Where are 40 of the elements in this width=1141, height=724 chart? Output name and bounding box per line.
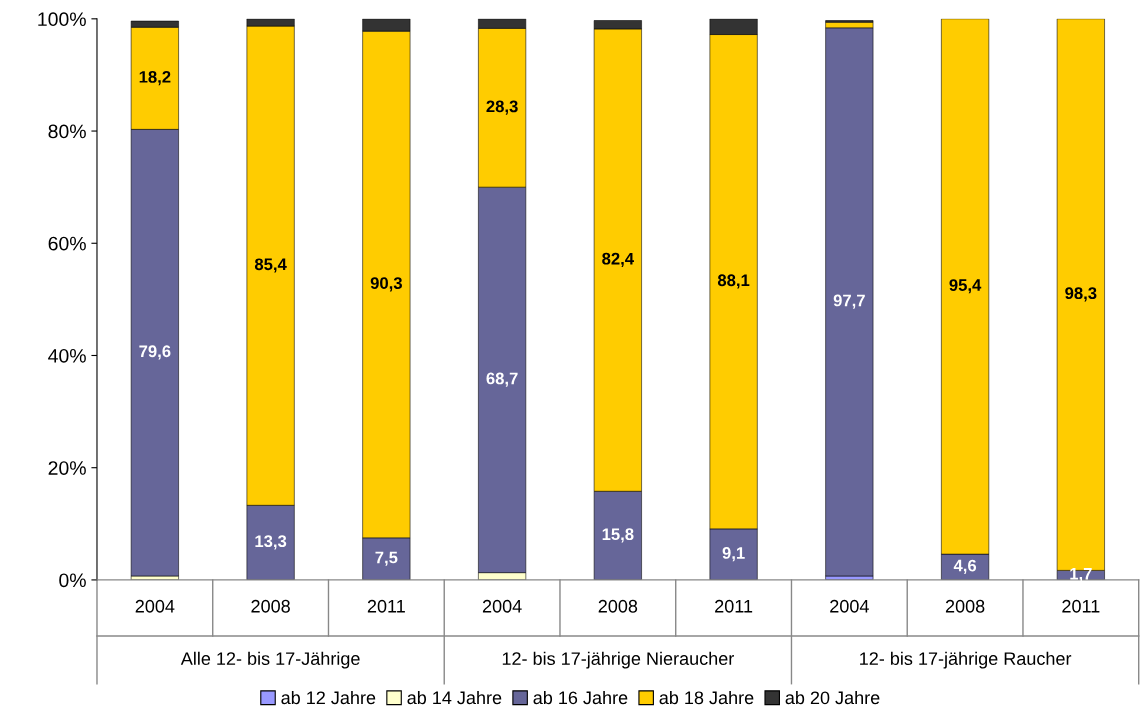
y-tick-label: 40% (48, 348, 86, 363)
legend-label: ab 16 Jahre (533, 690, 628, 705)
y-tick-label: 0% (59, 573, 86, 588)
x-tick-label: 2008 (251, 599, 290, 613)
data-label: 95,4 (949, 279, 982, 294)
data-label: 7,5 (375, 551, 398, 566)
data-label: 79,6 (139, 345, 171, 360)
x-tick-label: 2004 (830, 599, 869, 613)
text: 12- bis 17-jährige Nieraucher (502, 651, 734, 669)
data-label: 98,3 (1065, 287, 1097, 302)
data-label: 88,1 (717, 274, 750, 289)
text: Alle 12- bis 17-Jährige (180, 651, 360, 669)
data-label: 13,3 (255, 535, 287, 550)
x-tick-label: 2011 (367, 599, 405, 613)
legend-label: ab 20 Jahre (785, 690, 880, 705)
y-tick-label: 20% (48, 461, 86, 475)
data-label: 97,7 (833, 294, 865, 309)
data-label: 68,7 (486, 372, 518, 387)
x-tick-label: 2004 (135, 599, 175, 613)
data-label: 85,4 (254, 258, 287, 273)
data-label: 15,8 (602, 528, 634, 543)
data-label: 82,4 (602, 252, 634, 267)
legend-label: ab 18 Jahre (659, 690, 754, 705)
data-label: 28,3 (486, 100, 518, 115)
legend-label: ab 12 Jahre (281, 690, 376, 705)
y-tick-label: 100% (38, 12, 86, 27)
text: 12- bis 17-jährige Raucher (860, 651, 1072, 669)
x-tick-label: 2011 (715, 599, 753, 613)
x-tick-label: 2004 (482, 599, 522, 613)
data-label: 18,2 (139, 70, 171, 86)
x-tick-label: 2008 (598, 599, 638, 613)
data-label: 90,3 (370, 277, 402, 292)
legend-label: ab 14 Jahre (407, 690, 502, 705)
y-tick-label: 80% (48, 124, 86, 139)
data-label: 4,6 (953, 559, 977, 574)
data-label: 9,1 (722, 547, 745, 562)
x-tick-label: 2008 (945, 599, 985, 613)
x-tick-label: 2011 (1062, 599, 1100, 613)
data-label: 1,7 (1070, 568, 1092, 583)
y-tick-label: 60% (48, 236, 86, 251)
